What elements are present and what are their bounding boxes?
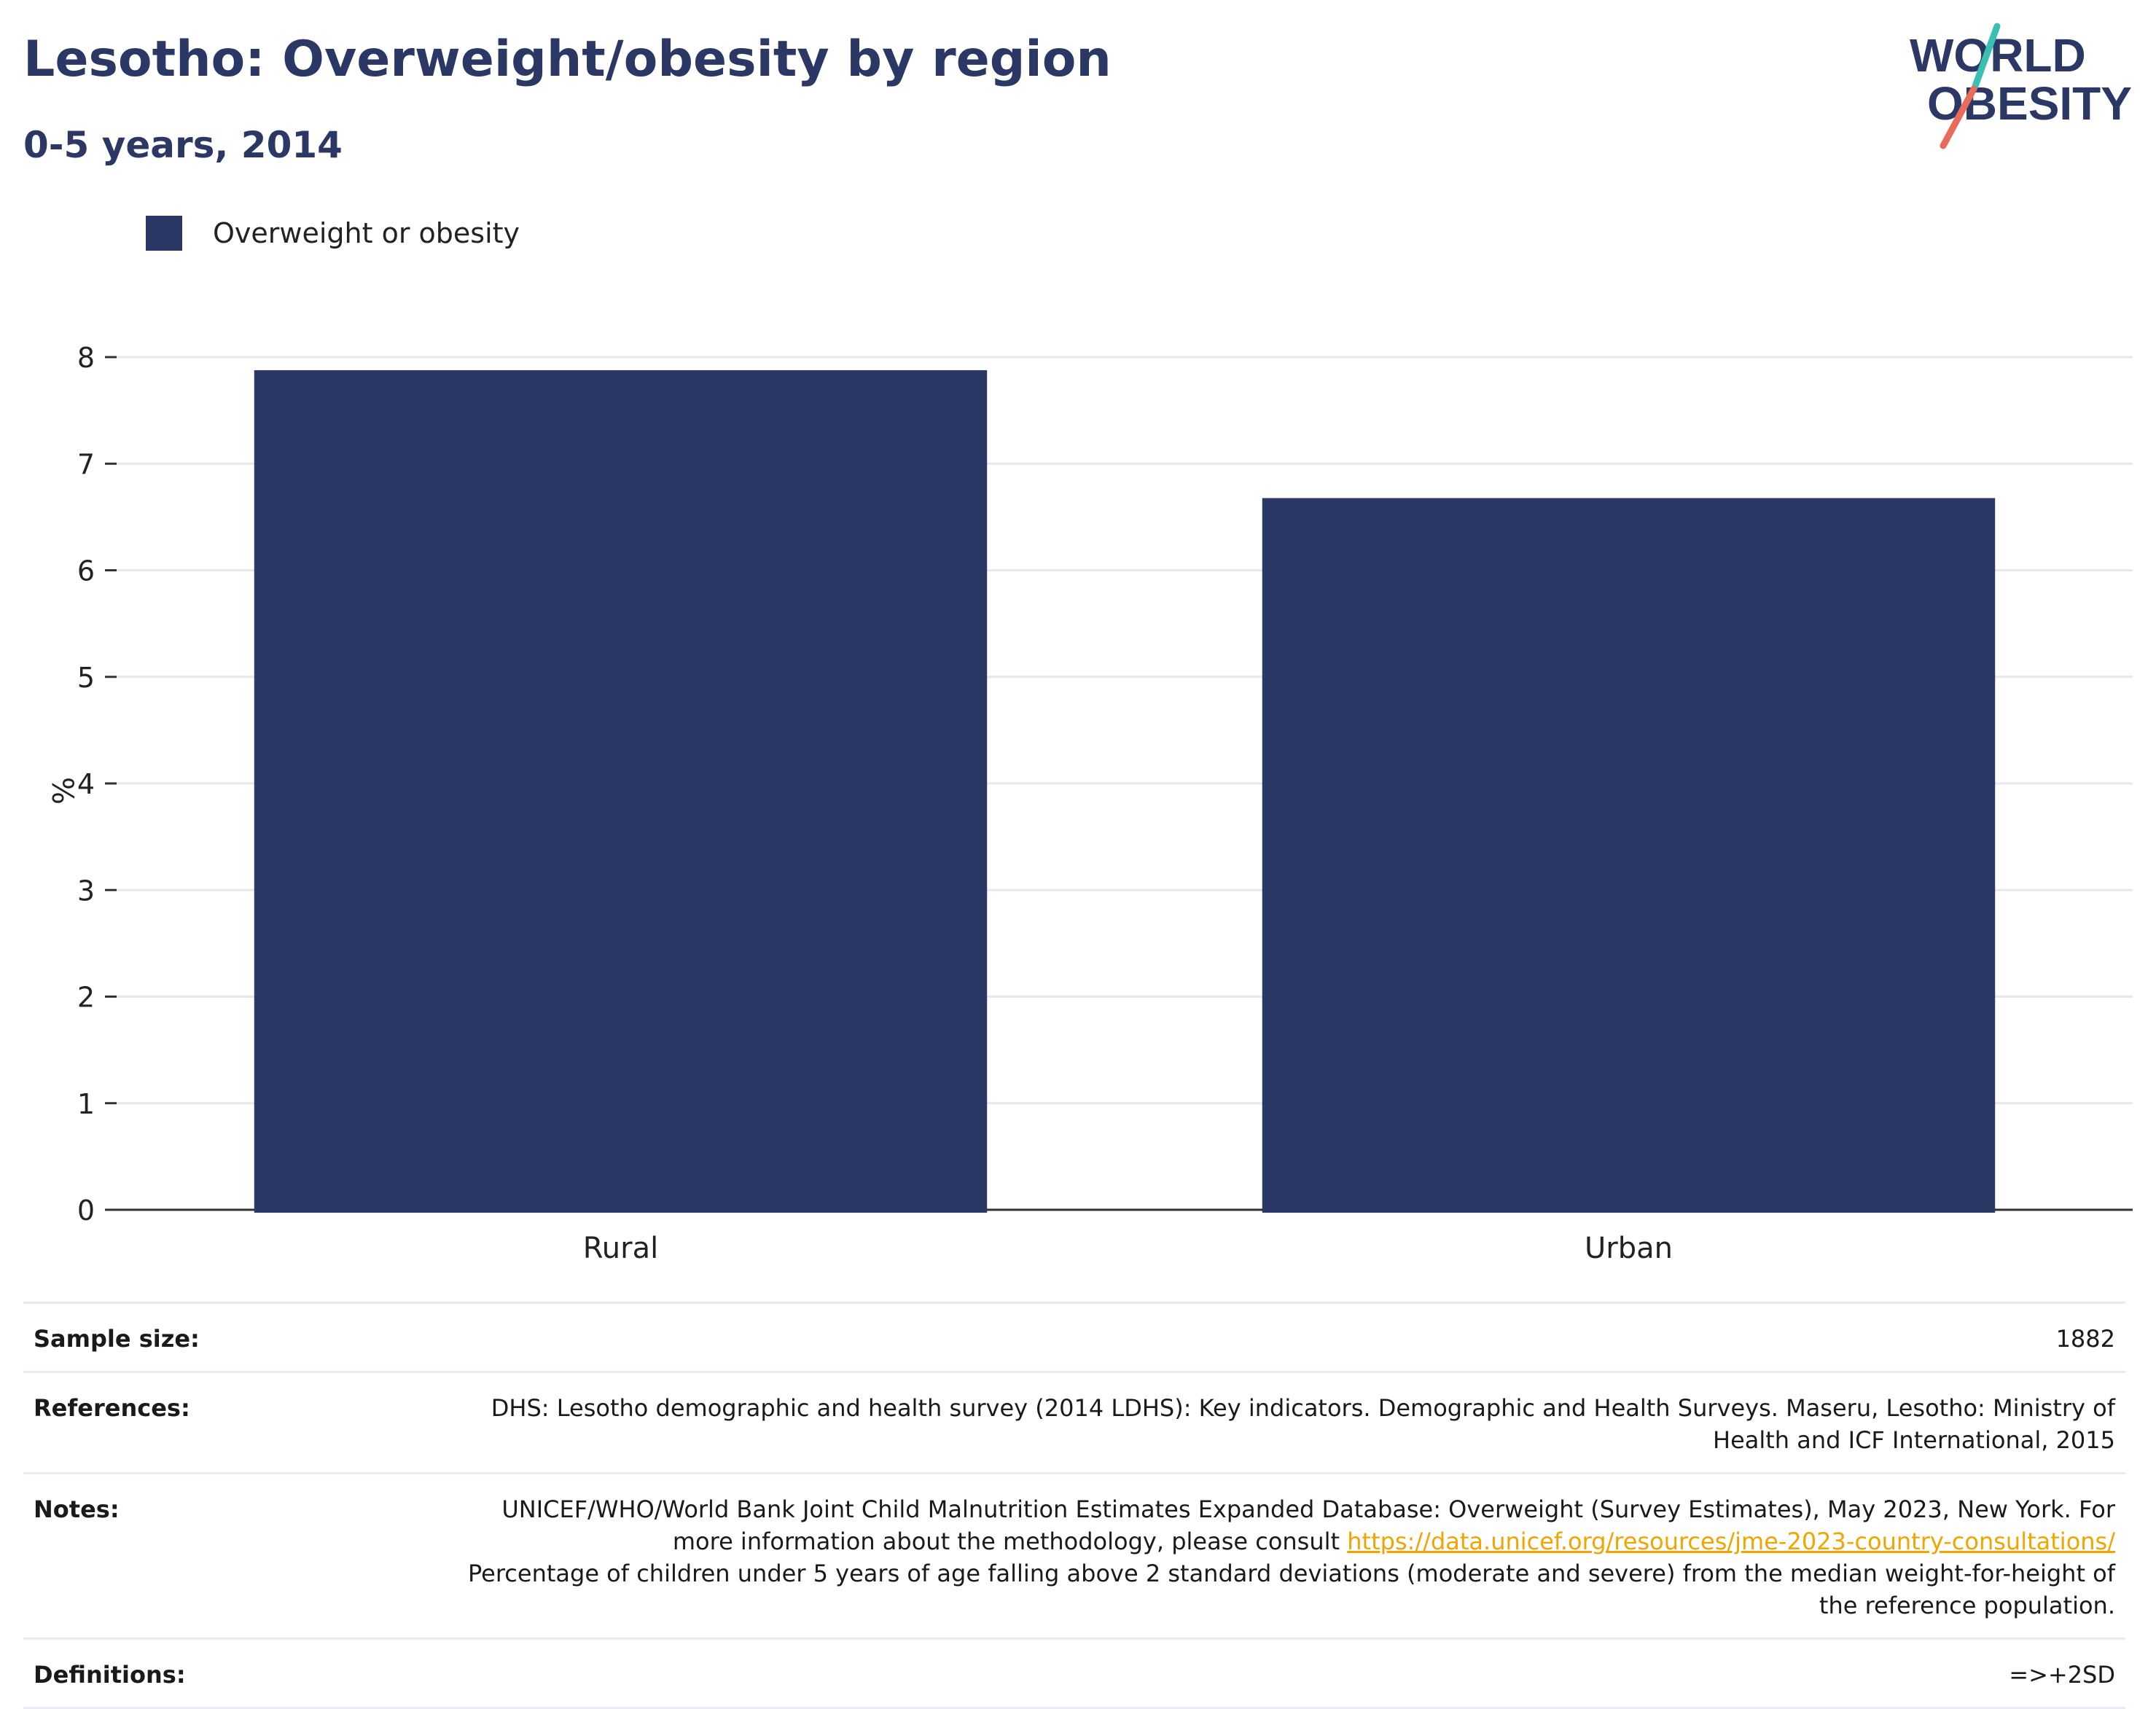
legend-label: Overweight or obesity <box>213 217 520 249</box>
bar-rural <box>254 369 988 1213</box>
notes-value: UNICEF/WHO/World Bank Joint Child Malnut… <box>439 1493 2115 1622</box>
references-label: References: <box>34 1394 190 1422</box>
y-tick-label: 3 <box>77 875 95 907</box>
info-row-sample-size: Sample size: 1882 <box>23 1304 2125 1373</box>
logo-line2: OBESITY <box>1927 77 2132 130</box>
notes-label: Notes: <box>34 1495 120 1523</box>
y-tick-label: 8 <box>77 342 95 374</box>
y-tick-label: 7 <box>77 448 95 480</box>
legend: Overweight or obesity <box>146 216 520 251</box>
y-axis-label: % <box>45 777 79 805</box>
notes-text-after: Percentage of children under 5 years of … <box>467 1560 2115 1619</box>
y-tick-label: 1 <box>77 1088 95 1120</box>
logo-slash-teal <box>1972 23 2001 90</box>
x-tick-label: Urban <box>1585 1232 1673 1265</box>
chart-title: Lesotho: Overweight/obesity by region <box>23 31 1112 88</box>
info-row-references: References: DHS: Lesotho demographic and… <box>23 1373 2125 1474</box>
info-row-notes: Notes: UNICEF/WHO/World Bank Joint Child… <box>23 1474 2125 1640</box>
y-tick-label: 2 <box>77 982 95 1014</box>
definitions-label: Definitions: <box>34 1661 186 1689</box>
x-tick-label: Rural <box>583 1232 658 1265</box>
logo-slash-coral <box>1940 85 1977 149</box>
info-row-definitions: Definitions: =>+2SD <box>23 1640 2125 1709</box>
y-tick-label: 0 <box>77 1194 95 1227</box>
sample-size-value: 1882 <box>2055 1325 2115 1353</box>
y-tick-label: 6 <box>77 555 95 587</box>
chart-subtitle: 0-5 years, 2014 <box>23 124 343 166</box>
references-value: DHS: Lesotho demographic and health surv… <box>491 1394 2115 1454</box>
logo-line1: WORLD <box>1910 29 2086 82</box>
definitions-value: =>+2SD <box>2009 1661 2115 1689</box>
notes-text-before: UNICEF/WHO/World Bank Joint Child Malnut… <box>501 1495 2115 1555</box>
bar-urban <box>1262 498 1996 1213</box>
sample-size-label: Sample size: <box>34 1325 200 1353</box>
legend-swatch <box>146 216 182 251</box>
bar-chart: 0 1 2 3 4 5 6 7 8 Rural Urban % <box>45 342 2133 1265</box>
notes-link[interactable]: https://data.unicef.org/resources/jme-20… <box>1347 1528 2115 1555</box>
y-tick-label: 5 <box>77 662 95 694</box>
info-table: Sample size: 1882 References: DHS: Lesot… <box>23 1302 2125 1709</box>
world-obesity-logo: WORLD OBESITY <box>1895 22 2143 153</box>
y-tick-label: 4 <box>77 768 95 800</box>
